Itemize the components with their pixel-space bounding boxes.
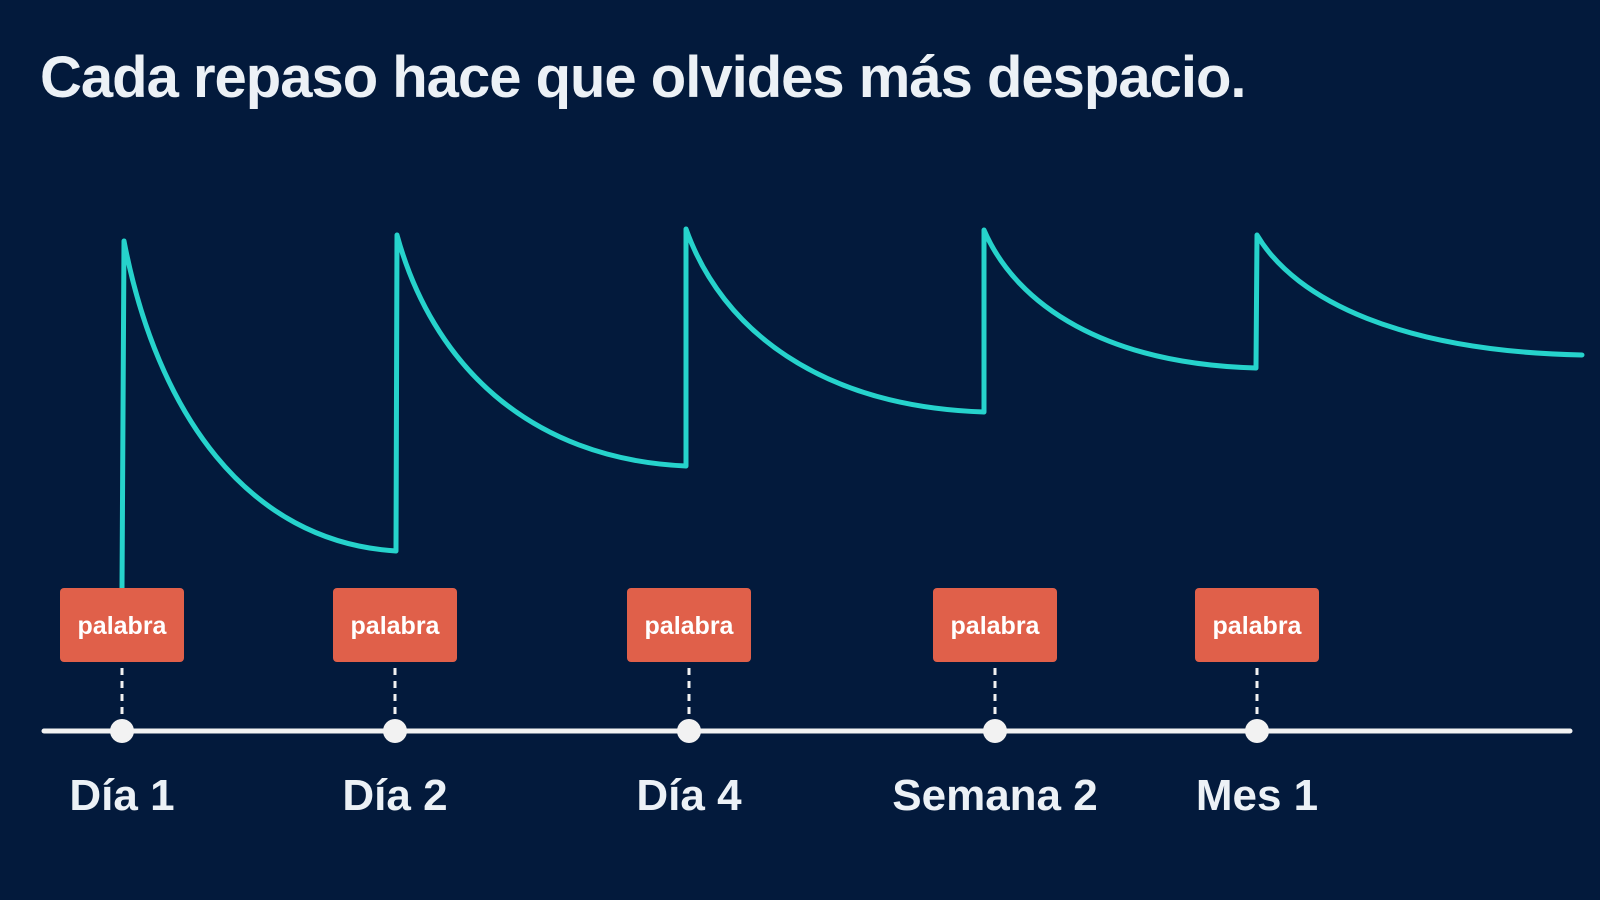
word-card (333, 588, 457, 662)
word-card-label: palabra (645, 612, 735, 640)
word-card (1195, 588, 1319, 662)
word-card-label: palabra (1213, 612, 1303, 640)
word-card-label: palabra (951, 612, 1041, 640)
review-marker: palabra Día 2 (333, 588, 457, 820)
review-dot (110, 719, 134, 743)
review-dot (1245, 719, 1269, 743)
word-card (60, 588, 184, 662)
review-dot (677, 719, 701, 743)
review-marker: palabra Día 1 (60, 588, 184, 820)
review-marker: palabra Semana 2 (892, 588, 1098, 820)
review-marker: palabra Día 4 (627, 588, 751, 820)
word-card (933, 588, 1057, 662)
review-time-label: Día 4 (636, 771, 742, 820)
word-card (627, 588, 751, 662)
retention-curve-layer (119, 226, 1585, 591)
retention-curve (119, 226, 1585, 591)
word-card-label: palabra (78, 612, 168, 640)
review-time-label: Mes 1 (1196, 771, 1318, 820)
review-marker: palabra Mes 1 (1195, 588, 1319, 820)
review-time-label: Semana 2 (892, 771, 1097, 820)
review-time-label: Día 2 (342, 771, 447, 820)
review-time-label: Día 1 (69, 771, 174, 820)
review-dot (383, 719, 407, 743)
slide-title: Cada repaso hace que olvides más despaci… (40, 45, 1247, 110)
word-card-label: palabra (351, 612, 441, 640)
review-dot (983, 719, 1007, 743)
